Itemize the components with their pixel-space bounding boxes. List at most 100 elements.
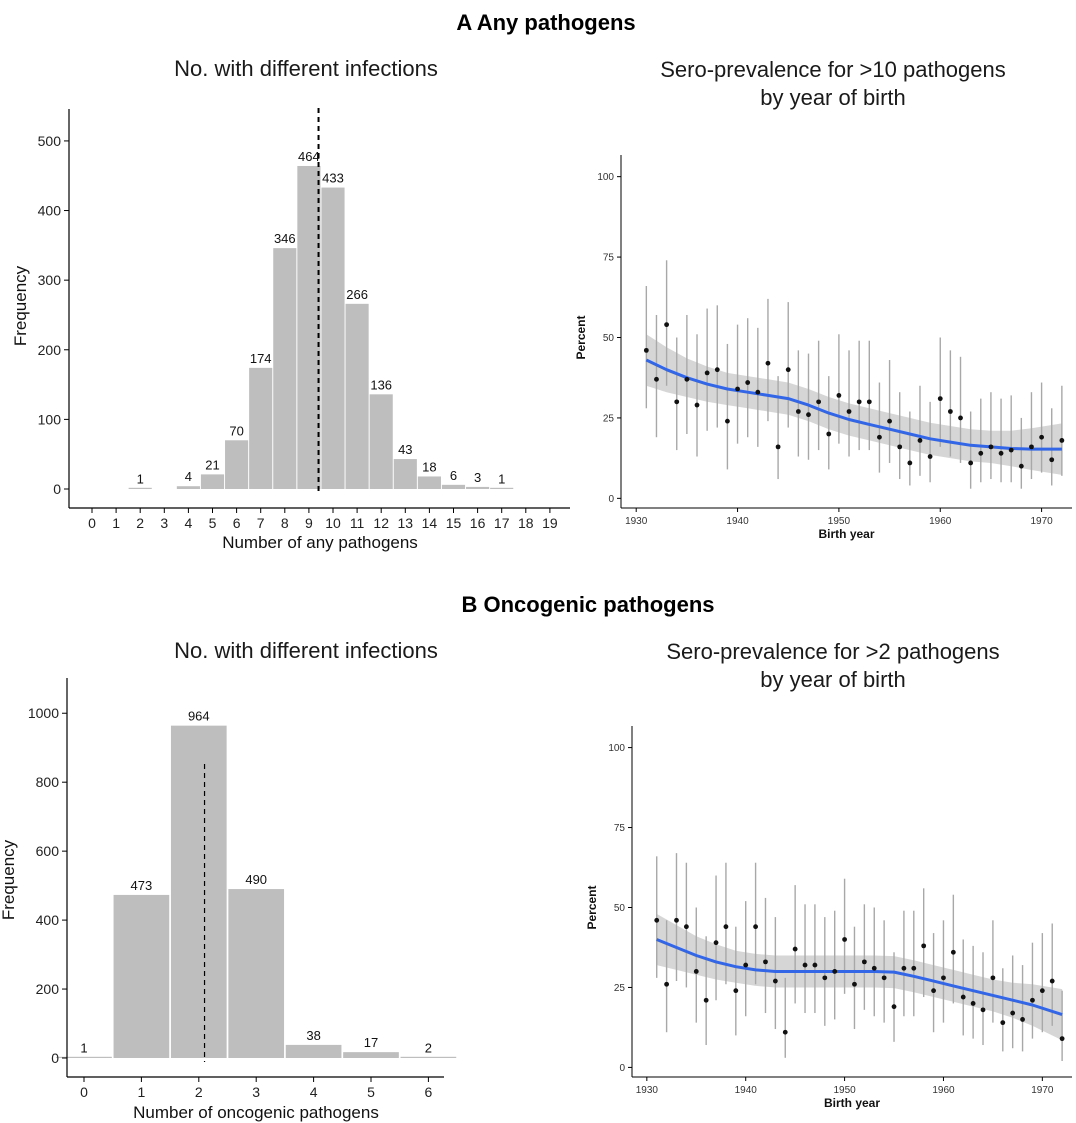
x-axis-title: Number of oncogenic pathogens — [133, 1103, 379, 1122]
x-tick-label: 5 — [209, 515, 217, 531]
data-point — [694, 402, 700, 408]
data-point — [806, 412, 811, 418]
bar — [400, 1056, 457, 1058]
x-tick-label: 3 — [252, 1084, 260, 1100]
x-tick-label: 2 — [136, 515, 144, 531]
y-tick-label: 200 — [36, 981, 60, 997]
data-point — [846, 409, 852, 414]
x-tick-label: 11 — [350, 515, 365, 531]
bar — [228, 889, 285, 1058]
data-point — [1000, 1020, 1006, 1026]
panel-title-line: Sero-prevalence for >2 pathogens — [666, 639, 999, 664]
data-point — [772, 978, 778, 984]
x-tick-label: 1970 — [1030, 516, 1053, 527]
bar-data-label: 17 — [364, 1035, 378, 1050]
bar-data-label: 1 — [498, 471, 505, 486]
x-tick-label: 9 — [305, 515, 313, 531]
bar-data-label: 18 — [422, 459, 436, 474]
data-point — [775, 444, 781, 450]
data-point — [907, 460, 913, 466]
data-point — [1049, 457, 1055, 463]
y-tick-label: 100 — [597, 172, 614, 183]
data-point — [1059, 438, 1065, 443]
y-tick-label: 400 — [38, 203, 62, 219]
x-tick-label: 16 — [470, 515, 486, 531]
data-point — [897, 444, 903, 450]
y-tick-label: 800 — [36, 774, 60, 790]
data-point — [735, 386, 740, 392]
bar — [56, 1056, 112, 1058]
data-point — [1049, 978, 1055, 984]
panel-title: No. with different infections — [174, 638, 438, 663]
bar-data-label: 1 — [80, 1041, 87, 1056]
bar — [393, 459, 417, 489]
bar — [249, 367, 273, 489]
y-tick-label: 75 — [603, 253, 615, 264]
x-axis-title: Birth year — [818, 527, 874, 541]
data-point — [1030, 997, 1035, 1003]
data-point — [654, 917, 660, 923]
bar — [466, 486, 490, 489]
bar — [170, 725, 227, 1058]
data-point — [881, 975, 887, 981]
bar-data-label: 6 — [450, 468, 457, 483]
x-axis-title: Birth year — [824, 1096, 880, 1110]
x-tick-label: 1940 — [726, 516, 749, 527]
bar — [128, 487, 152, 489]
bar-data-label: 964 — [188, 709, 210, 724]
y-tick-label: 0 — [608, 494, 614, 505]
data-point — [683, 924, 689, 930]
bar-data-label: 70 — [229, 423, 243, 438]
x-tick-label: 2 — [195, 1084, 203, 1100]
data-point — [703, 997, 709, 1003]
y-tick-label: 500 — [38, 133, 62, 149]
data-point — [802, 962, 808, 968]
data-point — [1008, 447, 1014, 453]
data-point — [1029, 444, 1034, 450]
data-point — [816, 399, 822, 405]
data-point — [822, 975, 828, 981]
data-point — [1010, 1010, 1016, 1016]
data-point — [792, 946, 798, 952]
y-tick-label: 0 — [53, 481, 61, 497]
x-tick-label: 1 — [138, 1084, 146, 1100]
y-tick-label: 75 — [614, 823, 626, 834]
x-tick-label: 18 — [518, 515, 534, 531]
data-point — [911, 965, 917, 971]
data-point — [1059, 1036, 1065, 1042]
data-point — [927, 454, 933, 459]
data-point — [654, 376, 659, 382]
bar-data-label: 473 — [131, 878, 153, 893]
data-point — [877, 434, 882, 440]
data-point — [684, 376, 690, 382]
x-tick-label: 1950 — [833, 1085, 856, 1096]
data-point — [826, 431, 832, 437]
data-point — [842, 937, 847, 942]
data-point — [812, 962, 818, 968]
bar — [490, 487, 514, 489]
data-point — [856, 399, 862, 405]
data-point — [941, 975, 946, 981]
x-axis-title: Number of any pathogens — [222, 533, 418, 552]
bar — [369, 394, 393, 489]
x-tick-label: 15 — [446, 515, 462, 531]
bar-data-label: 3 — [474, 470, 481, 485]
data-point — [958, 415, 963, 421]
bar — [345, 303, 369, 489]
y-tick-label: 0 — [51, 1050, 59, 1066]
x-tick-label: 4 — [310, 1084, 318, 1100]
y-tick-label: 50 — [614, 903, 626, 914]
x-tick-label: 1950 — [828, 516, 851, 527]
bar — [343, 1052, 399, 1058]
y-tick-label: 0 — [619, 1063, 625, 1074]
data-point — [763, 959, 768, 965]
data-point — [1039, 988, 1045, 994]
bar-data-label: 21 — [205, 457, 219, 472]
bar-data-label: 433 — [322, 171, 344, 186]
data-point — [871, 965, 877, 971]
data-point — [674, 399, 680, 405]
panel-a-seroprevalence: Sero-prevalence for >10 pathogens by year… — [574, 57, 1072, 541]
data-point — [743, 962, 749, 968]
x-tick-label: 1930 — [636, 1085, 659, 1096]
panel-b-histogram: No. with different infections 1 473 964 490 3… — [0, 638, 457, 1122]
